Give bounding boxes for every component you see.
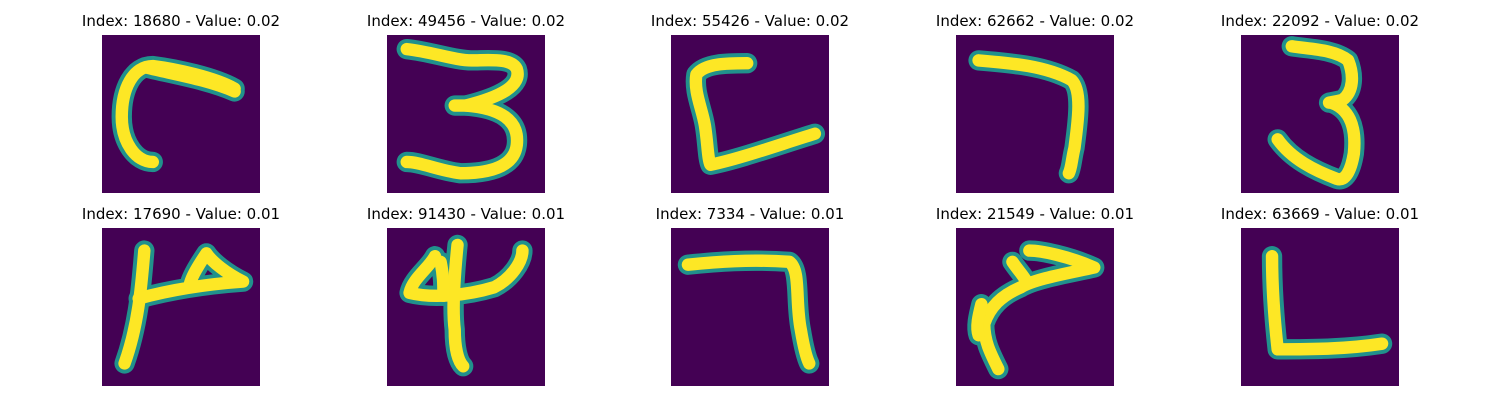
digit-image (387, 35, 545, 193)
digit-image (671, 35, 829, 193)
digit-image-panel (102, 228, 260, 386)
digit-image (102, 35, 260, 193)
digit-image (1241, 35, 1399, 193)
digit-image (102, 228, 260, 386)
digit-image (956, 35, 1114, 193)
digit-image-panel (102, 35, 260, 193)
panel-title: Index: 62662 - Value: 0.02 (935, 12, 1135, 30)
digit-image-panel (956, 228, 1114, 386)
panel-title: Index: 7334 - Value: 0.01 (655, 205, 845, 223)
digit-image-panel (387, 35, 545, 193)
panel-title: Index: 17690 - Value: 0.01 (81, 205, 281, 223)
digit-image-panel (671, 228, 829, 386)
panel-title: Index: 91430 - Value: 0.01 (366, 205, 566, 223)
panel-title: Index: 18680 - Value: 0.02 (81, 12, 281, 30)
digit-image (1241, 228, 1399, 386)
digit-image-panel (387, 228, 545, 386)
digit-image-panel (1241, 228, 1399, 386)
panel-title: Index: 55426 - Value: 0.02 (650, 12, 850, 30)
panel-title: Index: 22092 - Value: 0.02 (1220, 12, 1420, 30)
panel-title: Index: 21549 - Value: 0.01 (935, 205, 1135, 223)
digit-image-panel (1241, 35, 1399, 193)
digit-image (671, 228, 829, 386)
panel-title: Index: 49456 - Value: 0.02 (366, 12, 566, 30)
panel-title: Index: 63669 - Value: 0.01 (1220, 205, 1420, 223)
digit-image-panel (671, 35, 829, 193)
digit-image (956, 228, 1114, 386)
digit-image-panel (956, 35, 1114, 193)
digit-image (387, 228, 545, 386)
